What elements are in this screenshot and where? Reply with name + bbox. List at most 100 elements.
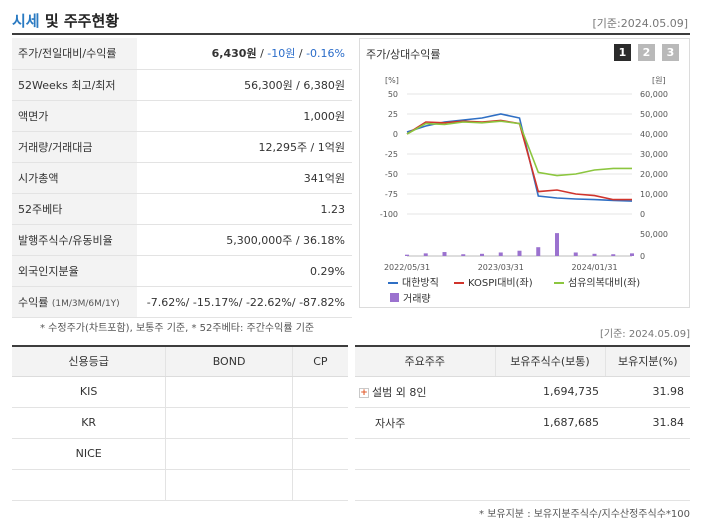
- agency-name: NICE: [12, 438, 167, 470]
- info-value: 5,300,000주 / 36.18%: [137, 224, 352, 257]
- col-header: 보유주식수(보통): [495, 345, 606, 377]
- holder-footnote: * 보유지분 : 보유지분주식수/지수산정주식수*100: [479, 509, 690, 520]
- right-tick-label: 60,000: [640, 90, 668, 99]
- holder-pct: [605, 469, 690, 501]
- volume-bar: [555, 233, 559, 256]
- price-label: 주가/전일대비/수익률: [12, 38, 137, 70]
- info-label: 발행주식수/유동비율: [12, 224, 137, 257]
- bond-rating: [165, 469, 293, 501]
- info-row: 거래량/거래대금 12,295주 / 1억원: [12, 131, 352, 163]
- table-row: NICE: [12, 438, 348, 470]
- cp-rating: [292, 376, 348, 408]
- table-row: KIS: [12, 376, 348, 408]
- holder-name: 설범 외 8인: [372, 385, 427, 399]
- agency-name: KIS: [12, 376, 167, 408]
- left-tick-label: 0: [393, 130, 398, 139]
- volume-bar: [630, 253, 634, 256]
- left-tick-label: -50: [385, 170, 398, 179]
- price-change: -10원: [267, 47, 296, 61]
- price-row: 주가/전일대비/수익률 6,430원 / -10원 / -0.16%: [12, 38, 352, 70]
- info-label: 시가총액: [12, 162, 137, 194]
- holder-name-cell: + 설범 외 8인: [355, 376, 495, 408]
- x-tick-label: 2024/01/31: [571, 263, 617, 272]
- volume-tick-label: 50,000: [640, 230, 668, 239]
- col-header: BOND: [165, 345, 293, 377]
- left-tick-label: 25: [388, 110, 398, 119]
- info-value: 1.23: [137, 193, 352, 226]
- series-line-2: [406, 119, 632, 201]
- chart-title: 주가/상대수익률: [366, 48, 441, 61]
- cp-rating: [292, 469, 348, 501]
- col-header: 보유지분(%): [605, 345, 690, 377]
- cp-rating: [292, 407, 348, 439]
- holder-header-row: 주요주주 보유주식수(보통) 보유지분(%): [355, 345, 690, 377]
- volume-bar: [442, 252, 447, 256]
- info-row: 외국인지분율 0.29%: [12, 255, 352, 288]
- info-label: 52Weeks 최고/최저: [12, 69, 137, 101]
- x-tick-label: 2022/05/31: [384, 263, 430, 272]
- price-chart: [%] [원] 50 25 0 -25 -50 -75 -100 60,000 50,000 40,0…: [380, 76, 668, 305]
- holder-name: [355, 438, 495, 470]
- holder-shares: 1,694,735: [495, 376, 605, 408]
- agency-name: KR: [12, 407, 167, 439]
- col-header: 신용등급: [12, 345, 167, 377]
- left-tick-label: -75: [385, 190, 398, 199]
- legend-label: 거래량: [403, 293, 431, 305]
- return-label-sub: (1M/3M/6M/1Y): [51, 299, 120, 310]
- chart-tab-3[interactable]: 3: [662, 44, 679, 61]
- legend-swatch-volume: [390, 293, 399, 302]
- info-row: 52Weeks 최고/최저 56,300원 / 6,380원: [12, 69, 352, 101]
- left-axis-unit: [%]: [385, 76, 399, 85]
- sep: /: [295, 47, 307, 61]
- chart-tab-1[interactable]: 1: [614, 44, 631, 61]
- info-value: 341억원: [137, 162, 352, 194]
- bond-rating: [165, 407, 293, 439]
- left-tick-label: -25: [385, 150, 398, 159]
- table-row: [355, 438, 690, 470]
- major-holders-table: 주요주주 보유주식수(보통) 보유지분(%) + 설범 외 8인 1,694,73…: [355, 345, 690, 501]
- series-line-3: [406, 120, 632, 177]
- table-row: 자사주 1,687,685 31.84: [355, 407, 690, 439]
- volume-bar: [517, 250, 522, 256]
- holder-pct: 31.84: [605, 407, 690, 439]
- legend-label: 대한방직: [402, 277, 439, 289]
- info-label: 52주베타: [12, 193, 137, 226]
- table-row: [355, 469, 690, 501]
- volume-tick-label: 0: [640, 252, 645, 261]
- sep: /: [256, 47, 268, 61]
- expand-icon[interactable]: +: [359, 387, 369, 398]
- info-row: 발행주식수/유동비율 5,300,000주 / 36.18%: [12, 224, 352, 257]
- volume-bar: [592, 253, 597, 256]
- credit-header-row: 신용등급 BOND CP: [12, 345, 348, 377]
- current-price: 6,430원: [211, 47, 257, 61]
- volume-bar: [498, 252, 503, 256]
- volume-bar: [536, 247, 541, 256]
- cp-rating: [292, 438, 348, 470]
- info-value: 1,000원: [137, 100, 352, 132]
- page-title: 시세 및 주주현황: [12, 10, 119, 31]
- chart-tab-2[interactable]: 2: [638, 44, 655, 61]
- volume-bar: [423, 253, 428, 256]
- return-label-text: 수익률: [18, 296, 49, 310]
- holder-pct: 31.98: [605, 376, 690, 408]
- title-rest: 및 주주현황: [44, 12, 120, 30]
- right-tick-label: 40,000: [640, 130, 668, 139]
- table-row: + 설범 외 8인 1,694,735 31.98: [355, 376, 690, 408]
- header-divider: [12, 33, 690, 35]
- bond-rating: [165, 376, 293, 408]
- price-value: 6,430원 / -10원 / -0.16%: [137, 38, 352, 70]
- base-date: [기준:2024.05.09]: [592, 17, 688, 30]
- volume-bar: [461, 254, 466, 256]
- info-row: 시가총액 341억원: [12, 162, 352, 194]
- left-tick-label: 50: [388, 90, 398, 99]
- table-row: [12, 469, 348, 501]
- volume-bar: [611, 254, 616, 256]
- info-value: 12,295주 / 1억원: [137, 131, 352, 163]
- info-row: 액면가 1,000원: [12, 100, 352, 132]
- info-value: 0.29%: [137, 255, 352, 288]
- chart-panel: 주가/상대수익률 1 2 3 [%] [원] 50 25 0 -25 -50 -75 -100 6…: [359, 38, 690, 308]
- holder-shares: [495, 469, 605, 501]
- volume-bar: [573, 252, 578, 256]
- legend-label: KOSPI대비(좌): [468, 277, 533, 289]
- table-row: KR: [12, 407, 348, 439]
